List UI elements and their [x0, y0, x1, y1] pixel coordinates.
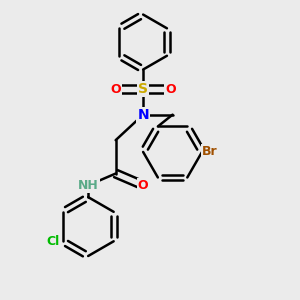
Text: S: S [138, 82, 148, 96]
Text: O: O [165, 82, 176, 96]
Text: O: O [138, 179, 148, 192]
Text: N: N [137, 108, 149, 122]
Text: NH: NH [78, 179, 98, 192]
Text: O: O [110, 82, 121, 96]
Text: Br: Br [202, 146, 218, 158]
Text: Cl: Cl [46, 235, 59, 248]
